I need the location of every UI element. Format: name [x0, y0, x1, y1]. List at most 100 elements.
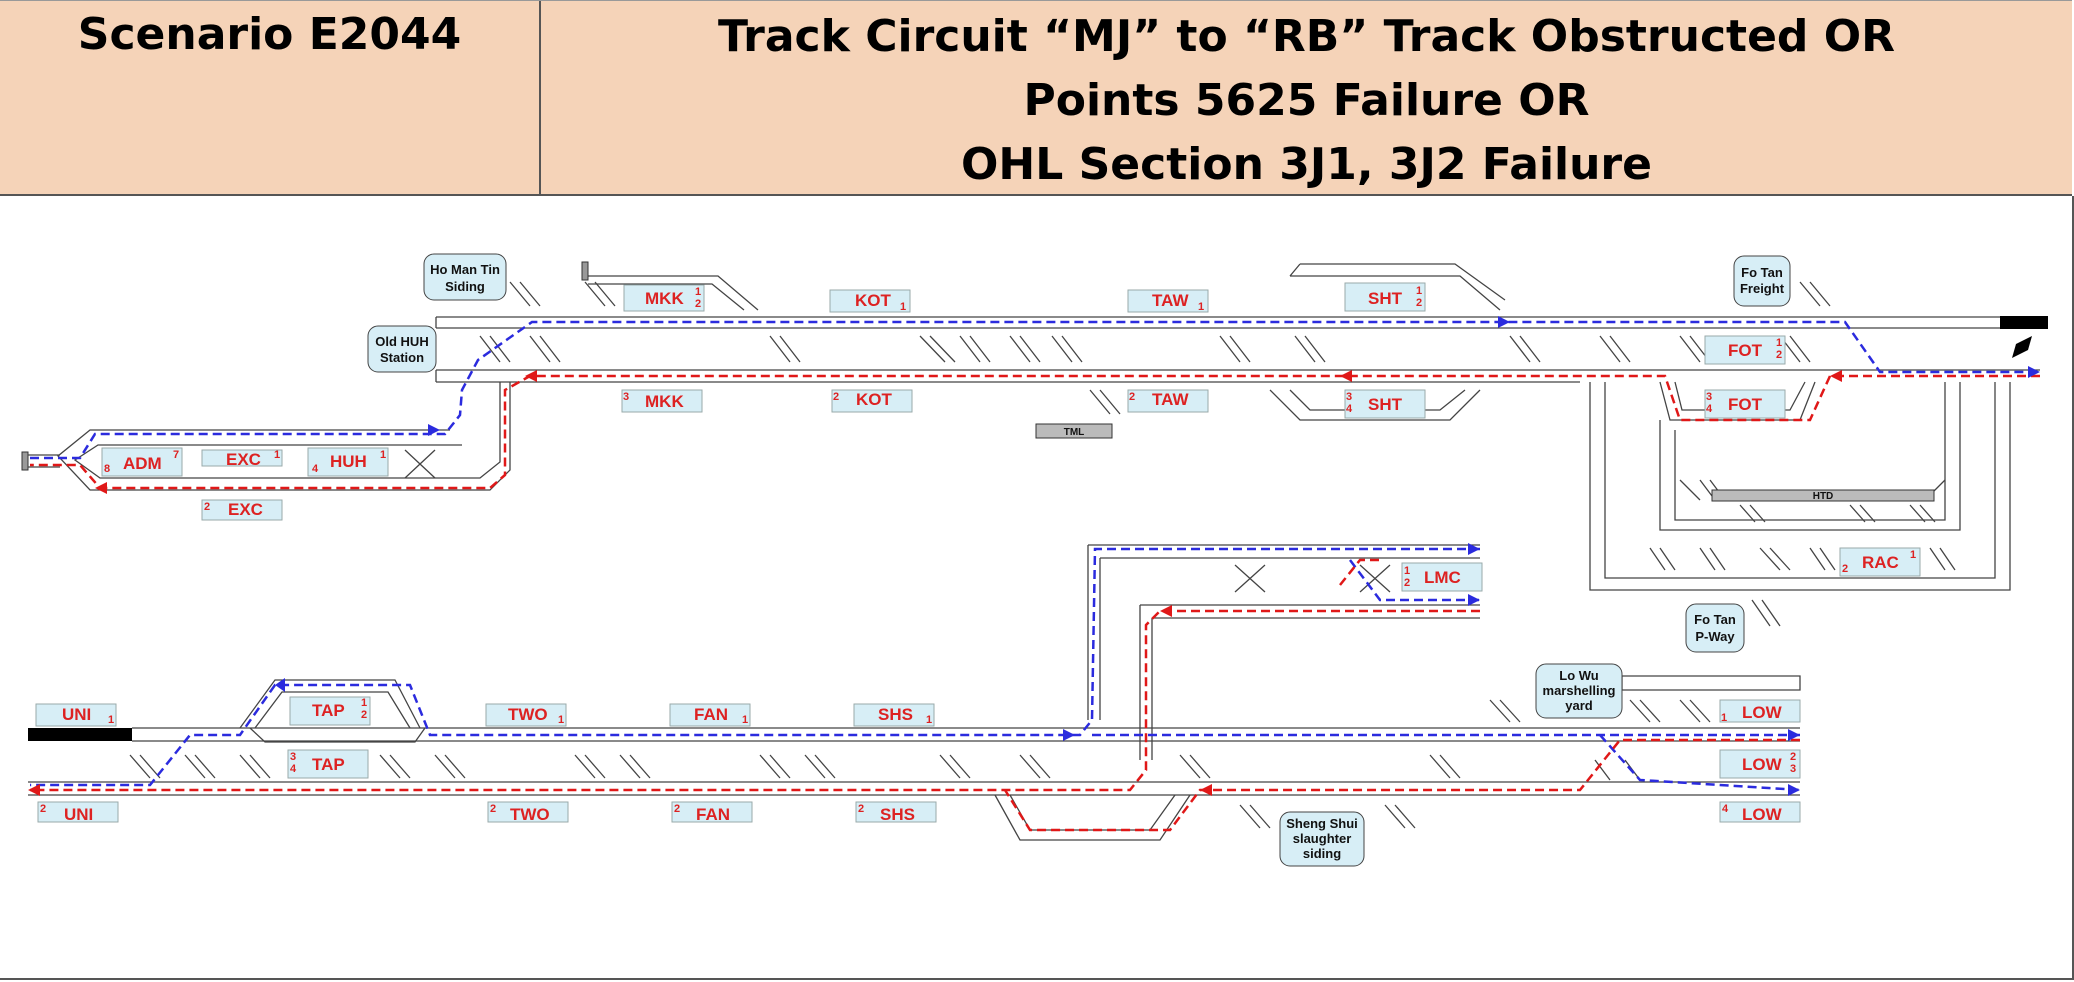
station-label-lmc: 12 LMC	[1401, 562, 1483, 592]
svg-text:TML: TML	[1064, 427, 1085, 438]
red-route-lower-3	[1339, 558, 1380, 586]
svg-text:2: 2	[858, 803, 864, 815]
scenario-header: Scenario E2044 Track Circuit “MJ” to “RB…	[0, 0, 2072, 196]
description-line-2: Points 5625 Failure OR	[1023, 75, 1590, 126]
left-buffer	[21, 451, 29, 471]
htd-depot: HTD	[1711, 489, 1935, 502]
svg-text:1: 1	[695, 286, 701, 298]
svg-text:LOW: LOW	[1742, 703, 1783, 722]
svg-text:HTD: HTD	[1813, 491, 1834, 502]
sht-upper-loop	[1289, 263, 1506, 311]
htd-loop	[1659, 382, 1961, 531]
scenario-cell: Scenario E2044	[0, 1, 541, 194]
svg-text:MKK: MKK	[645, 392, 684, 411]
upper-tracks	[21, 261, 2048, 760]
red-route-upper	[30, 374, 2040, 490]
svg-text:TWO: TWO	[508, 705, 548, 724]
svg-text:SHS: SHS	[880, 805, 915, 824]
right-buffer	[2000, 316, 2048, 329]
svg-text:EXC: EXC	[228, 500, 263, 519]
tap-loop	[239, 679, 421, 729]
station-label-shs-up: SHS 1	[853, 703, 935, 727]
svg-text:2: 2	[361, 709, 367, 721]
svg-text:FOT: FOT	[1728, 395, 1763, 414]
svg-text:LOW: LOW	[1742, 805, 1783, 824]
station-label-rac: 2 RAC 1	[1839, 547, 1921, 577]
station-label-adm: 8 ADM 7	[101, 447, 183, 477]
station-label-exc-up: EXC 1	[201, 449, 283, 469]
svg-text:2: 2	[204, 501, 210, 513]
lower-tracks	[28, 675, 1801, 841]
station-label-mkk-up: MKK 12	[623, 284, 705, 312]
station-label-low-middle: LOW 23	[1719, 749, 1801, 779]
svg-text:slaughter: slaughter	[1293, 831, 1352, 846]
svg-text:FAN: FAN	[696, 805, 730, 824]
station-label-fan-up: FAN 1	[669, 703, 751, 727]
svg-text:2: 2	[40, 803, 46, 815]
svg-text:4: 4	[1706, 403, 1713, 415]
svg-text:2: 2	[490, 803, 496, 815]
svg-text:2: 2	[674, 803, 680, 815]
station-label-two-down: 2 TWO	[487, 801, 569, 824]
svg-text:2: 2	[1404, 577, 1410, 589]
svg-text:3: 3	[1346, 391, 1352, 403]
svg-text:MKK: MKK	[645, 289, 684, 308]
upper-up-track	[435, 316, 2000, 329]
svg-text:Fo Tan: Fo Tan	[1741, 265, 1783, 280]
svg-text:TWO: TWO	[510, 805, 550, 824]
description-line-3: OHL Section 3J1, 3J2 Failure	[961, 139, 1652, 190]
svg-text:8: 8	[104, 463, 110, 475]
svg-text:2: 2	[1790, 751, 1796, 763]
svg-text:siding: siding	[1303, 846, 1341, 861]
station-label-kot-up: KOT 1	[829, 289, 911, 313]
station-label-exc-down: 2 EXC	[201, 499, 283, 521]
svg-text:KOT: KOT	[855, 291, 892, 310]
station-label-sht-up: SHT 12	[1344, 282, 1426, 312]
tml-depot: TML	[1035, 423, 1113, 439]
svg-text:Old HUH: Old HUH	[375, 334, 428, 349]
blue-route-upper	[30, 320, 2040, 460]
svg-text:4: 4	[312, 463, 319, 475]
upper-down-track	[435, 369, 2040, 383]
svg-text:UNI: UNI	[64, 805, 93, 824]
svg-text:1: 1	[1198, 301, 1204, 313]
mkk-buffer	[581, 261, 589, 281]
svg-text:TAW: TAW	[1152, 390, 1189, 409]
lower-down-track	[28, 781, 1800, 796]
svg-text:1: 1	[108, 714, 114, 726]
route-arrowheads	[28, 316, 2040, 796]
blue-route-lower-3	[1349, 559, 1480, 602]
svg-text:FAN: FAN	[694, 705, 728, 724]
svg-text:Lo Wu: Lo Wu	[1559, 668, 1599, 683]
uni-buffer	[28, 728, 132, 741]
svg-text:1: 1	[274, 449, 280, 461]
station-label-uni-up: UNI 1	[35, 703, 117, 727]
svg-text:TAP: TAP	[312, 701, 345, 720]
slaughter-loop	[994, 794, 1191, 841]
svg-text:1: 1	[380, 449, 386, 461]
svg-text:SHS: SHS	[878, 705, 913, 724]
svg-text:1: 1	[1721, 712, 1727, 724]
bubble-ho-man-tin-siding: Ho Man Tin Siding	[423, 253, 507, 301]
bubble-fo-tan-p-way: Fo Tan P-Way	[1685, 603, 1745, 653]
station-label-huh: 4 HUH 1	[307, 447, 389, 477]
mkk-siding-track	[588, 275, 759, 311]
station-label-sht-down: 34 SHT	[1344, 389, 1426, 419]
station-label-uni-down: 2 UNI	[37, 801, 119, 824]
svg-text:LMC: LMC	[1424, 568, 1461, 587]
svg-text:3: 3	[1706, 391, 1712, 403]
svg-text:Ho Man Tin: Ho Man Tin	[430, 262, 500, 277]
scenario-title: Scenario E2044	[77, 9, 462, 60]
svg-text:1: 1	[1404, 565, 1410, 577]
svg-text:7: 7	[173, 449, 179, 461]
bottom-border	[0, 978, 2074, 980]
svg-text:ADM: ADM	[123, 454, 162, 473]
svg-text:TAW: TAW	[1152, 291, 1189, 310]
svg-text:1: 1	[742, 714, 748, 726]
